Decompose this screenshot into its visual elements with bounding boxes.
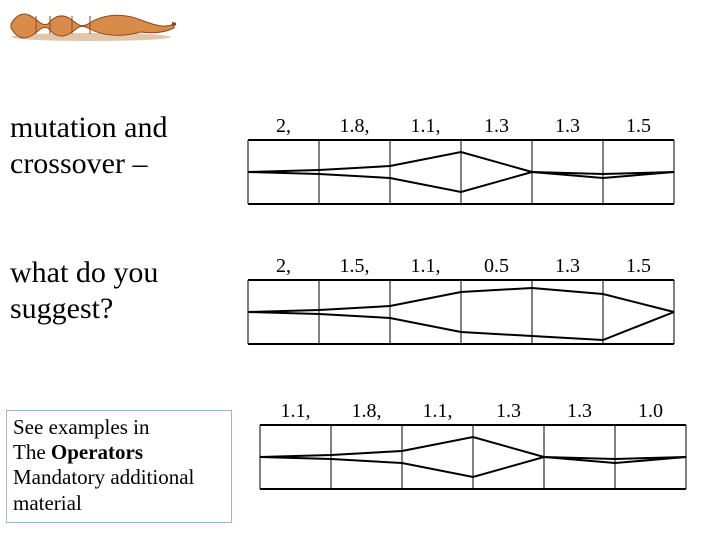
diagrams-svg-layer (0, 0, 720, 540)
diagram-3 (260, 425, 686, 489)
diagram-2 (248, 280, 674, 344)
diagram-1 (248, 140, 674, 204)
